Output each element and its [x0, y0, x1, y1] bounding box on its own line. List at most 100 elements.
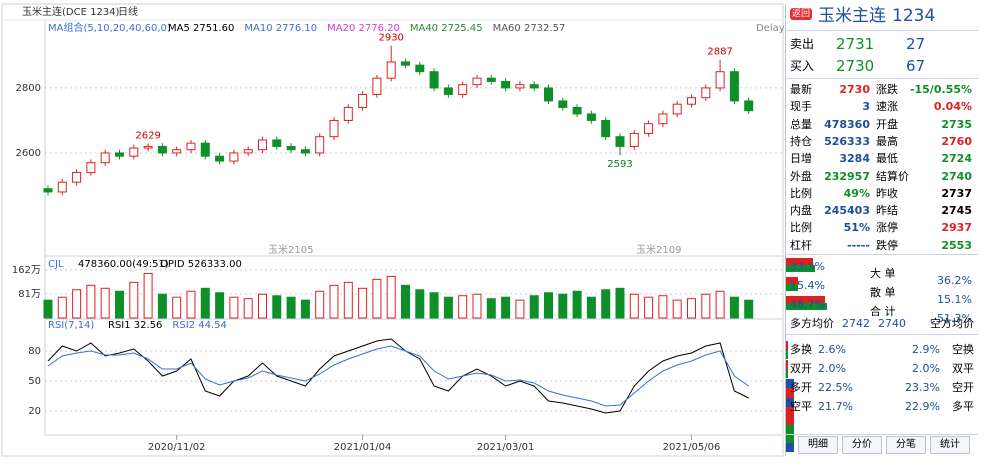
row: 现手 3 速涨 0.04% — [786, 98, 978, 115]
volume-bar — [186, 290, 196, 319]
volume-legend: OPID 526333.00 — [160, 259, 242, 270]
row: 双开 2.0% 2.0% 双平 — [786, 360, 978, 378]
flow-label: 48.7% — [790, 298, 825, 311]
tab[interactable]: 统计 — [930, 436, 970, 454]
candle-body — [286, 145, 296, 151]
candle-body — [157, 145, 167, 154]
swatch — [786, 360, 788, 369]
value: 49% — [843, 186, 870, 200]
value: 2745 — [941, 204, 972, 218]
label: 最低 — [876, 152, 898, 166]
value: -15/0.55% — [909, 83, 972, 96]
price: 2730 — [836, 57, 875, 75]
label: 最新 — [790, 83, 812, 96]
volume-bar — [672, 299, 682, 319]
tab[interactable]: 明细 — [798, 436, 838, 454]
value: 3284 — [839, 152, 870, 166]
volume-bar — [229, 296, 239, 319]
value: 2735 — [941, 117, 972, 131]
swatch — [786, 434, 794, 443]
candle-body — [386, 61, 396, 79]
separator — [786, 30, 978, 31]
y-tick-label: 80 — [28, 346, 41, 357]
volume-bar — [415, 289, 425, 319]
value: 2.6% — [818, 343, 846, 356]
label: 双平 — [952, 362, 974, 375]
volume-bar — [358, 287, 368, 319]
candle-body — [586, 113, 596, 121]
flow-name: 合 计 — [870, 305, 896, 318]
row: 15.4% 散 单 15.1% — [786, 277, 978, 306]
y-tick-label: 2600 — [16, 148, 41, 159]
rsi-legend-item: RSI1 32.56 — [108, 320, 162, 331]
volume-bar — [215, 292, 225, 319]
separator — [786, 434, 978, 435]
flow-bar — [786, 258, 813, 265]
volume-bar — [243, 298, 253, 319]
label: 涨跌 — [876, 83, 898, 96]
avg-value: 2740 — [878, 317, 906, 330]
candle-body — [544, 87, 553, 102]
swatch — [786, 443, 794, 452]
flow-label: 15.4% — [790, 279, 825, 292]
watermark: 玉米2109 — [636, 243, 681, 256]
volume-bar — [429, 292, 439, 319]
candle-body — [300, 149, 310, 154]
candle-body — [644, 123, 654, 134]
candle-body — [372, 77, 382, 95]
value: 2.0% — [912, 362, 940, 375]
row: 多换 2.6% 2.9% 空换 — [786, 341, 978, 359]
label: 开盘 — [876, 117, 898, 131]
watermark: 玉米2105 — [268, 243, 313, 256]
value: 526333 — [824, 134, 870, 148]
row: 48.7% 合 计 51.3% — [786, 296, 978, 325]
volume-bar — [286, 296, 296, 319]
label: 多平 — [952, 400, 974, 413]
value: 2.0% — [818, 362, 846, 375]
volume-bar — [629, 293, 639, 319]
volume-bar — [544, 292, 553, 319]
volume-bar — [100, 287, 110, 319]
candle-body — [486, 77, 496, 82]
label: 空换 — [952, 343, 974, 356]
candle-body — [458, 84, 468, 95]
volume-bar — [558, 293, 568, 319]
candle-body — [258, 139, 267, 151]
row: 杠杆 ----- 跌停 2553 — [786, 237, 978, 254]
volume-bar — [372, 278, 382, 319]
row: 持仓 526333 最高 2760 — [786, 133, 978, 150]
volume-bar — [343, 281, 353, 319]
candle-body — [215, 155, 225, 162]
row: 33.3% 大 单 36.2% — [786, 258, 978, 287]
value: 2553 — [941, 238, 972, 252]
value: 245403 — [824, 204, 870, 218]
tab[interactable]: 分笔 — [886, 436, 926, 454]
flow-bar — [786, 265, 815, 272]
swatch — [786, 379, 794, 388]
value: 2740 — [941, 169, 972, 183]
volume-bar — [644, 296, 654, 319]
candle-body — [186, 142, 196, 151]
value: 3 — [862, 100, 870, 114]
frame — [1, 3, 784, 457]
period: 日线 — [118, 5, 138, 18]
volume-bar — [258, 293, 267, 319]
volume-bar — [272, 295, 282, 319]
swatch — [786, 388, 794, 397]
value: 2737 — [941, 186, 972, 200]
rsi-legend: RSI(7,14) — [48, 320, 94, 331]
volume-bar — [443, 296, 453, 319]
candle-body — [429, 71, 439, 89]
label: 双开 — [790, 362, 812, 375]
tab[interactable]: 分价 — [842, 436, 882, 454]
avg-label: 空方均价 — [930, 317, 974, 330]
candle-body — [744, 100, 754, 112]
label: 空平 — [790, 400, 812, 413]
candle-body — [272, 139, 282, 147]
avg-label: 多方均价 — [790, 317, 834, 330]
flow-label: 33.3% — [790, 260, 825, 273]
candle-body — [615, 136, 625, 147]
ma-legend-item: MA40 2725.45 — [410, 23, 483, 34]
candle-body — [129, 147, 139, 157]
candle-body — [172, 149, 182, 154]
